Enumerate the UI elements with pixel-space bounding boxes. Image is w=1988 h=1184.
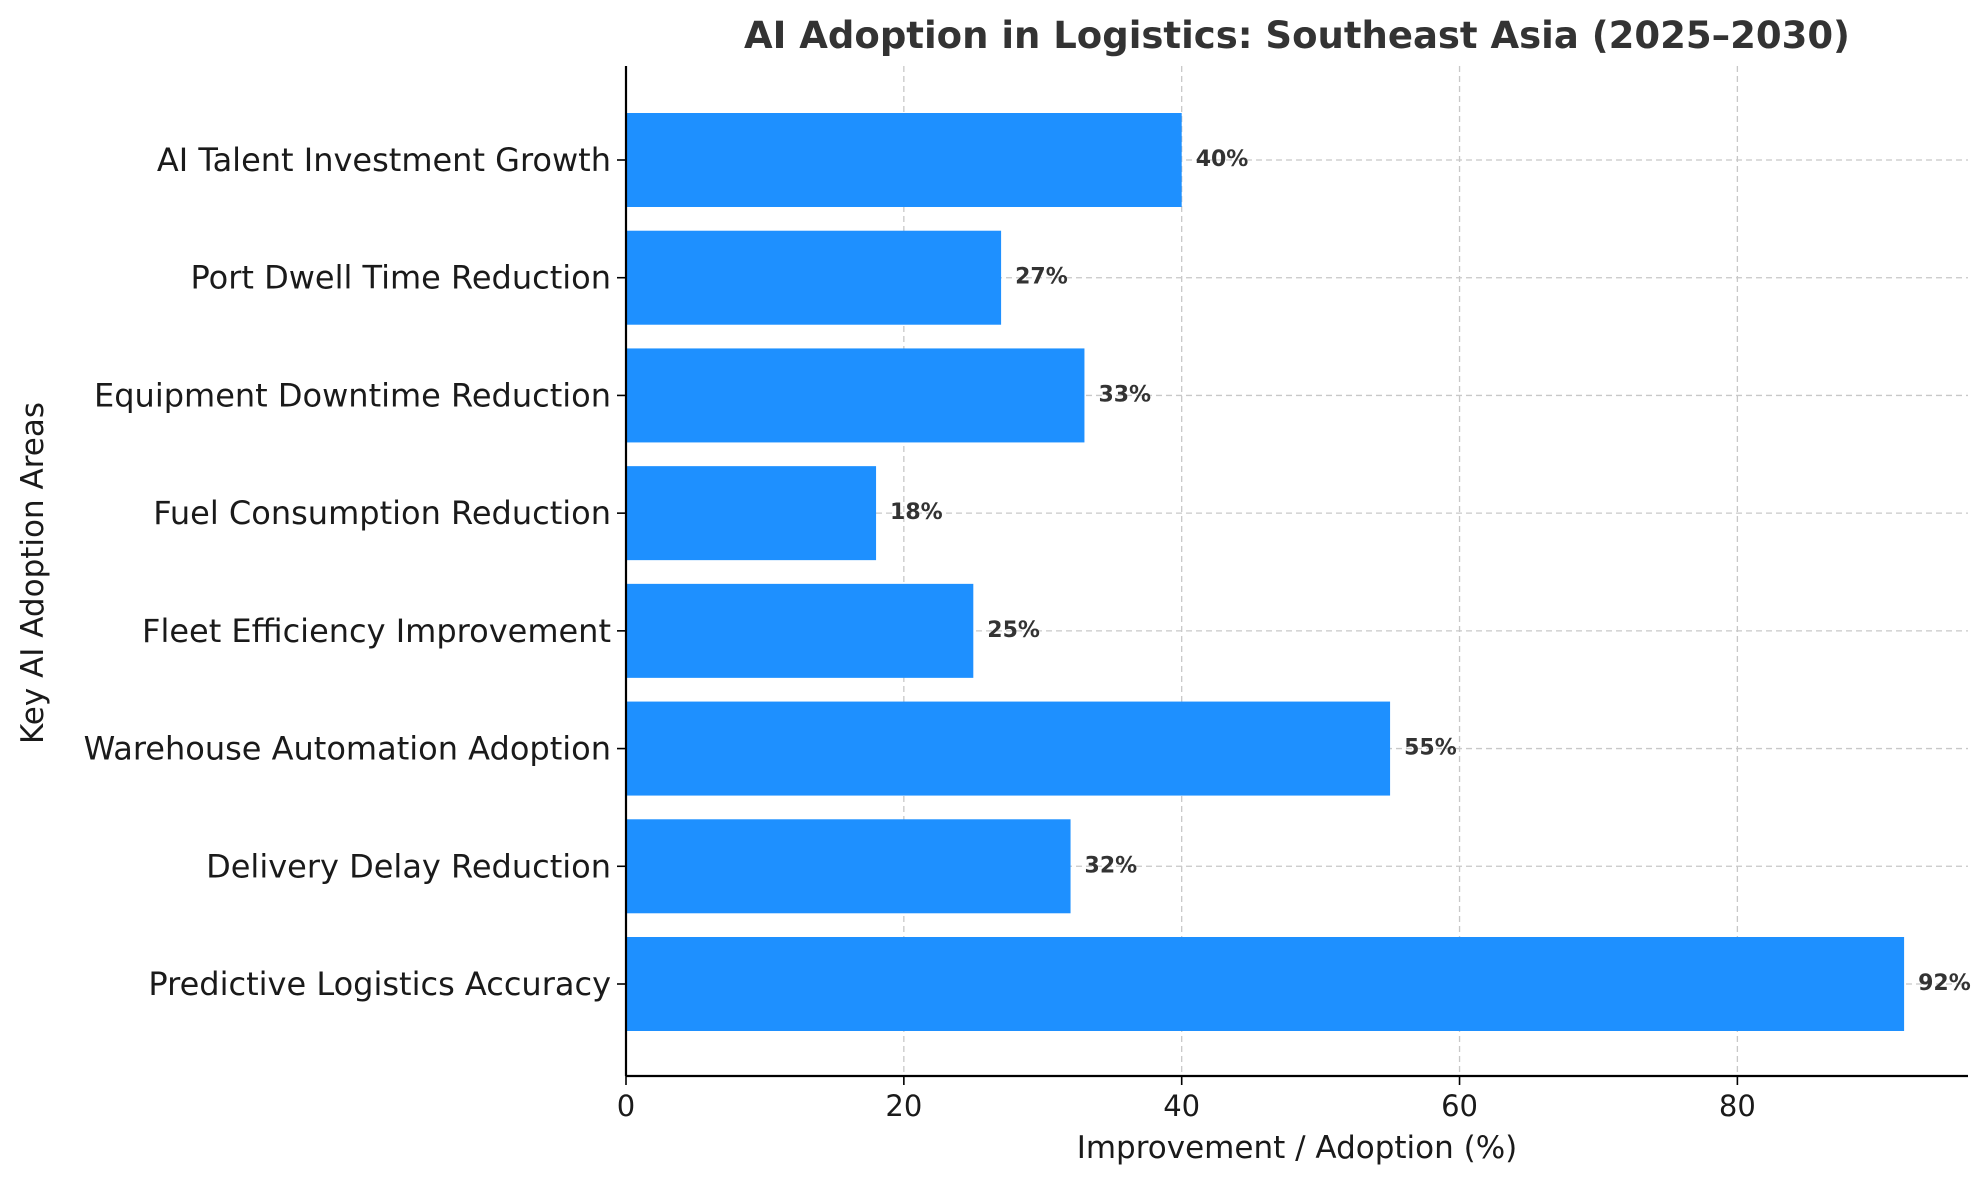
y-axis-title: Key AI Adoption Areas	[15, 402, 51, 744]
bar	[626, 466, 877, 561]
grid-layer	[625, 66, 1968, 1076]
x-tick-label: 60	[1441, 1089, 1478, 1123]
x-tick-label: 80	[1719, 1089, 1756, 1123]
y-tick-label: Predictive Logistics Accuracy	[148, 965, 611, 1003]
value-labels-layer: 92% 32% 55% 25% 18% 33% 27% 40%	[890, 147, 1971, 996]
value-label: 33%	[1098, 382, 1151, 407]
x-axis-title: Improvement / Adoption (%)	[1077, 1130, 1518, 1166]
bar	[626, 348, 1085, 443]
bar	[626, 701, 1391, 796]
y-tick-label: Fleet Efficiency Improvement	[142, 612, 611, 650]
value-label: 40%	[1196, 147, 1249, 172]
y-tick-label: Port Dwell Time Reduction	[190, 259, 611, 297]
y-tick-label: Delivery Delay Reduction	[206, 847, 611, 885]
bar	[626, 819, 1071, 914]
ticks-layer: 0 20 40 60 80 Predictive Logistics Accuracy De…	[84, 141, 1756, 1123]
bars-layer	[626, 113, 1905, 1031]
value-label: 92%	[1918, 971, 1971, 996]
y-tick-label: Fuel Consumption Reduction	[153, 494, 611, 532]
bar	[626, 583, 974, 678]
value-label: 55%	[1404, 736, 1457, 761]
bar	[626, 937, 1905, 1031]
x-tick-label: 0	[617, 1089, 635, 1123]
y-tick-label: Equipment Downtime Reduction	[94, 376, 611, 414]
value-label: 25%	[987, 618, 1040, 643]
chart-title: AI Adoption in Logistics: Southeast Asia…	[744, 14, 1850, 57]
y-tick-label: Warehouse Automation Adoption	[84, 730, 611, 768]
x-tick-label: 20	[885, 1089, 922, 1123]
axes-layer	[624, 66, 1968, 1078]
value-label: 18%	[890, 500, 943, 525]
x-tick-label: 40	[1163, 1089, 1200, 1123]
value-label: 27%	[1015, 265, 1068, 290]
y-tick-label: AI Talent Investment Growth	[157, 141, 611, 179]
bar	[626, 230, 1002, 325]
value-label: 32%	[1085, 853, 1138, 878]
bar	[626, 113, 1182, 207]
